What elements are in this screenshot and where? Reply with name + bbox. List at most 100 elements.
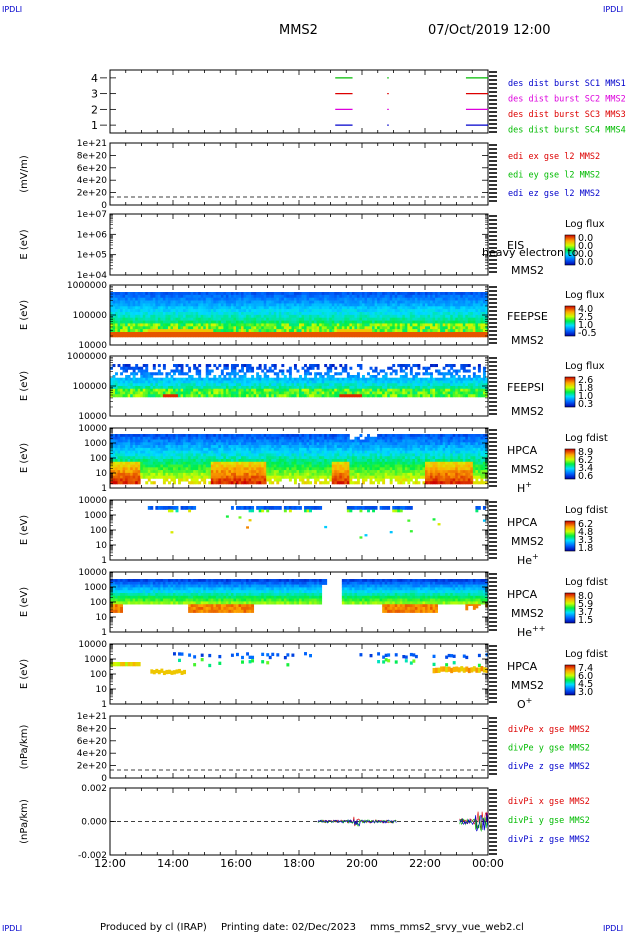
feepsi-cell xyxy=(417,380,421,384)
feepsi-cell xyxy=(271,386,275,390)
feepsi-cell xyxy=(482,372,486,376)
hpca_h-cell xyxy=(142,467,146,471)
feepse-cell xyxy=(152,306,156,310)
feepse-cell xyxy=(324,320,328,324)
feepse-cell xyxy=(316,329,320,333)
feepse-cell xyxy=(268,300,272,304)
feepsi-cell xyxy=(450,386,454,390)
feepse-cell xyxy=(246,329,249,333)
feepse-cell xyxy=(442,314,446,319)
feepse-cell xyxy=(442,309,446,313)
feepsi-cell xyxy=(354,386,358,390)
feepse-cell xyxy=(200,323,204,327)
feepsi-cell xyxy=(238,383,242,387)
feepse-cell xyxy=(271,294,275,299)
feepse-cell xyxy=(419,303,423,307)
feepsi-cell xyxy=(462,391,466,395)
hpca_h-cell xyxy=(198,481,202,485)
feepsi-cell xyxy=(281,380,285,384)
feepse-cell xyxy=(402,292,406,296)
feepsi-cell xyxy=(437,383,441,387)
hpca_h-cell xyxy=(183,459,186,463)
hpca_h-cell xyxy=(203,459,207,463)
hpca_h-cell xyxy=(150,464,154,468)
hpca_h-cell xyxy=(130,456,134,460)
feepsi-cell xyxy=(437,377,441,381)
feepsi-cell xyxy=(460,394,464,398)
hpca_h-cell xyxy=(150,442,154,446)
feepsi-cell xyxy=(276,380,280,384)
feepse-cell xyxy=(150,306,154,310)
feepse-cell xyxy=(382,300,386,304)
feepsi-cell xyxy=(437,391,441,395)
eis-colorbar-tick: 0.0 xyxy=(578,257,593,268)
feepse-cell xyxy=(165,326,169,330)
feepsi-cell xyxy=(241,380,244,384)
feepse-cell xyxy=(256,297,260,301)
feepse-cell xyxy=(427,297,431,301)
hpca_h-cell xyxy=(150,470,154,474)
feepse-cell xyxy=(467,332,471,338)
hpca_h-cell xyxy=(152,447,156,451)
feepsi-cell xyxy=(218,388,222,392)
feepse-cell xyxy=(417,312,421,316)
feepsi-cell xyxy=(311,388,315,392)
feepse-cell xyxy=(266,329,270,333)
hpca_h-cell xyxy=(142,472,146,476)
feepsi-cell xyxy=(278,391,282,395)
feepsi-cell xyxy=(112,391,116,395)
feepse-cell xyxy=(125,303,129,307)
feepsi-cell xyxy=(205,380,209,384)
feepse-cell xyxy=(243,323,247,327)
hpca_h-cell xyxy=(218,442,222,446)
feepse-cell xyxy=(230,312,234,316)
feepse-cell xyxy=(407,297,411,301)
hpca_h-cell xyxy=(132,439,136,443)
feepse-cell xyxy=(349,309,353,313)
feepse-cell xyxy=(354,294,358,299)
hpca_h-cell xyxy=(208,442,212,446)
feepsi-cell xyxy=(374,391,378,395)
feepse-cell xyxy=(167,323,171,327)
hpca_h-cell xyxy=(175,475,179,479)
feepse-cell xyxy=(125,314,129,319)
feepsi-cell xyxy=(188,369,192,373)
feepsi-cell xyxy=(331,375,335,379)
feepse-cell xyxy=(178,329,181,333)
feepse-cell xyxy=(185,323,189,327)
hpca_h-cell xyxy=(188,459,192,463)
hpca_h-cell xyxy=(117,445,121,449)
feepse-cell xyxy=(372,320,375,324)
feepse-cell xyxy=(296,320,300,324)
feepse-cell xyxy=(472,309,476,313)
feepsi-cell xyxy=(394,380,398,384)
feepsi-cell xyxy=(117,388,121,392)
feepse-cell xyxy=(447,303,451,307)
feepse-cell xyxy=(346,320,350,324)
feepse-cell xyxy=(467,329,471,333)
feepsi-cell xyxy=(256,394,260,398)
feepsi-cell xyxy=(238,380,242,384)
feepsi-cell xyxy=(125,388,129,392)
feepse-cell xyxy=(205,303,209,307)
feepse-cell xyxy=(225,297,229,301)
feepsi-cell xyxy=(268,388,272,392)
feepsi-cell xyxy=(243,388,247,392)
feepse-cell xyxy=(125,294,129,299)
hpca_h-cell xyxy=(137,453,141,457)
feepse-cell xyxy=(480,323,484,327)
feepse-y-tick-label: 1000000 xyxy=(67,281,107,291)
feepsi-cell xyxy=(316,391,320,395)
feepsi-cell xyxy=(190,386,194,390)
feepse-cell xyxy=(344,292,348,296)
feepse-cell xyxy=(450,309,454,313)
feepsi-cell xyxy=(472,391,476,395)
feepsi-cell xyxy=(452,380,456,384)
feepse-cell xyxy=(110,292,113,296)
feepse-cell xyxy=(457,314,461,319)
feepsi-cell xyxy=(384,388,388,392)
feepsi-cell xyxy=(399,391,403,395)
feepsi-cell xyxy=(210,377,214,381)
feepse-cell xyxy=(263,320,267,324)
feepse-cell xyxy=(157,314,161,319)
